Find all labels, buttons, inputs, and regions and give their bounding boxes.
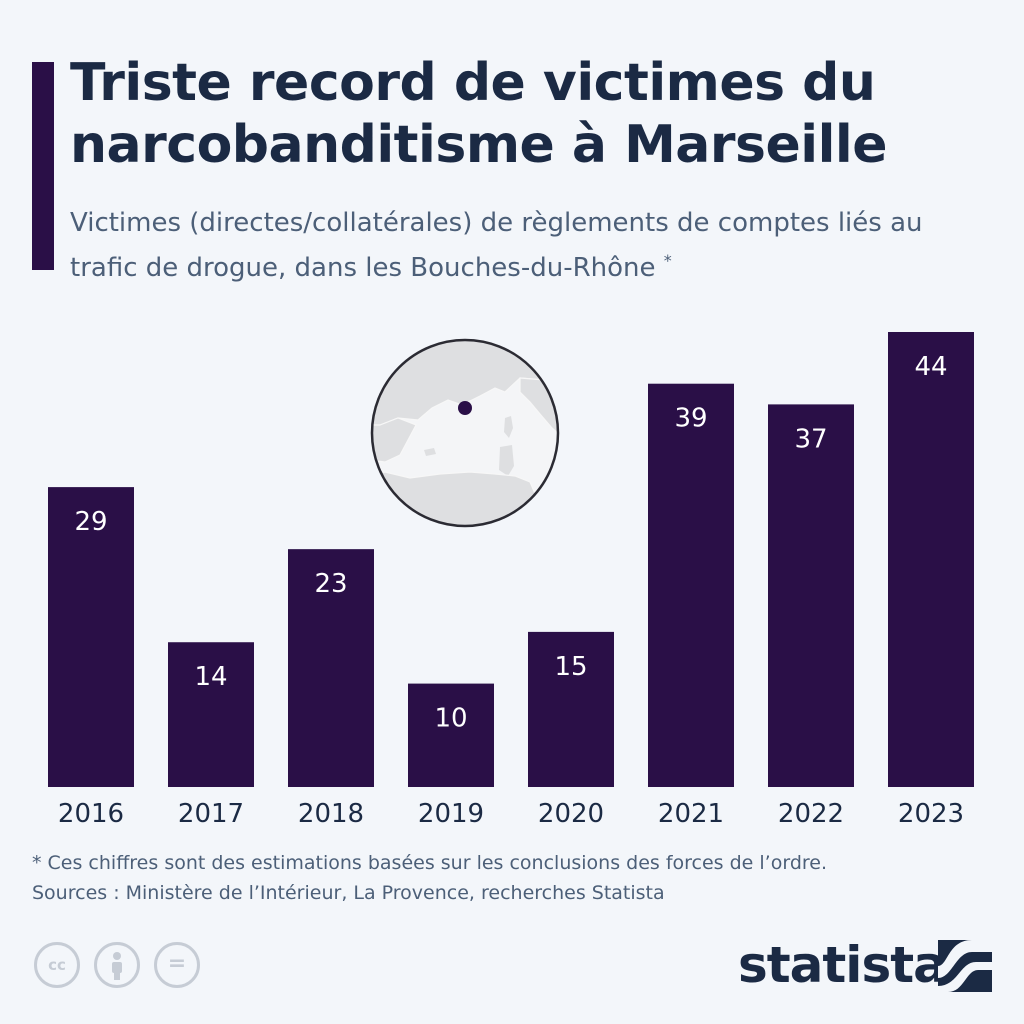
bar-2018 bbox=[288, 549, 374, 787]
map-inset bbox=[370, 338, 560, 528]
bar-value-label-2016: 29 bbox=[74, 507, 107, 537]
chart-subtitle: Victimes (directes/collatérales) de règl… bbox=[70, 204, 990, 287]
bar-2016 bbox=[48, 487, 134, 787]
bar-2021 bbox=[648, 383, 734, 787]
subtitle-text: Victimes (directes/collatérales) de règl… bbox=[70, 208, 923, 283]
map-border bbox=[370, 338, 560, 528]
bar-2017 bbox=[168, 642, 254, 787]
chart-title: Triste record de victimes du narcobandit… bbox=[70, 53, 888, 175]
footnote: * Ces chiffres sont des estimations basé… bbox=[32, 848, 1012, 908]
bar-value-label-2019: 10 bbox=[434, 704, 467, 734]
cc-icon[interactable]: cc bbox=[34, 942, 80, 988]
bar-value-label-2017: 14 bbox=[194, 662, 227, 692]
footnote-sources: Sources : Ministère de l’Intérieur, La P… bbox=[32, 882, 665, 904]
marseille-marker bbox=[458, 401, 472, 415]
bar-value-label-2018: 23 bbox=[314, 569, 347, 599]
x-axis-tick-labels: 2016 2017 2018 2019 2020 2021 2022 2023 bbox=[58, 799, 964, 829]
x-tick-label-2017: 2017 bbox=[178, 799, 244, 829]
no-derivatives-icon[interactable]: = bbox=[154, 942, 200, 988]
bar-value-label-2022: 37 bbox=[794, 424, 827, 454]
bar-labels: 29 14 23 10 15 39 37 44 bbox=[74, 352, 947, 734]
bar-2022 bbox=[768, 404, 854, 787]
subtitle-footnote-marker: * bbox=[663, 251, 672, 270]
x-tick-label-2016: 2016 bbox=[58, 799, 124, 829]
x-tick-label-2019: 2019 bbox=[418, 799, 484, 829]
statista-wordmark[interactable]: statista bbox=[738, 936, 947, 994]
x-tick-label-2023: 2023 bbox=[898, 799, 964, 829]
bar-value-label-2020: 15 bbox=[554, 652, 587, 682]
x-tick-label-2018: 2018 bbox=[298, 799, 364, 829]
bar-value-label-2023: 44 bbox=[914, 352, 947, 382]
bar-value-label-2021: 39 bbox=[674, 404, 707, 434]
title-accent-bar bbox=[32, 62, 54, 270]
attribution-icon[interactable] bbox=[94, 942, 140, 988]
footnote-note: * Ces chiffres sont des estimations basé… bbox=[32, 852, 828, 874]
bar-2019 bbox=[408, 683, 494, 787]
x-tick-label-2021: 2021 bbox=[658, 799, 724, 829]
bars bbox=[48, 332, 974, 787]
bar-2023 bbox=[888, 332, 974, 787]
x-tick-label-2020: 2020 bbox=[538, 799, 604, 829]
statista-logo-icon[interactable] bbox=[938, 940, 992, 992]
bar-2020 bbox=[528, 631, 614, 787]
x-tick-label-2022: 2022 bbox=[778, 799, 844, 829]
